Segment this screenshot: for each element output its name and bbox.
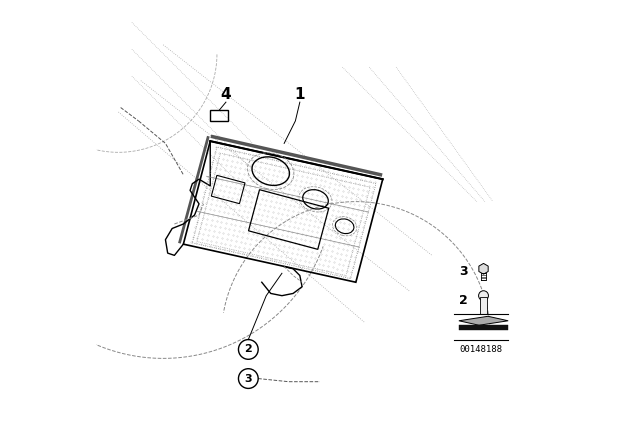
Text: 3: 3 bbox=[244, 374, 252, 383]
Bar bbox=[481, 297, 486, 314]
Text: 4: 4 bbox=[221, 86, 231, 102]
Bar bbox=[210, 110, 228, 121]
Circle shape bbox=[479, 291, 488, 301]
Text: 00148188: 00148188 bbox=[460, 345, 503, 354]
Text: 3: 3 bbox=[459, 264, 468, 278]
Text: 2: 2 bbox=[459, 293, 468, 307]
Text: 1: 1 bbox=[294, 86, 305, 102]
Text: 2: 2 bbox=[244, 345, 252, 354]
Polygon shape bbox=[459, 325, 508, 330]
Polygon shape bbox=[479, 263, 488, 274]
Polygon shape bbox=[459, 316, 508, 325]
